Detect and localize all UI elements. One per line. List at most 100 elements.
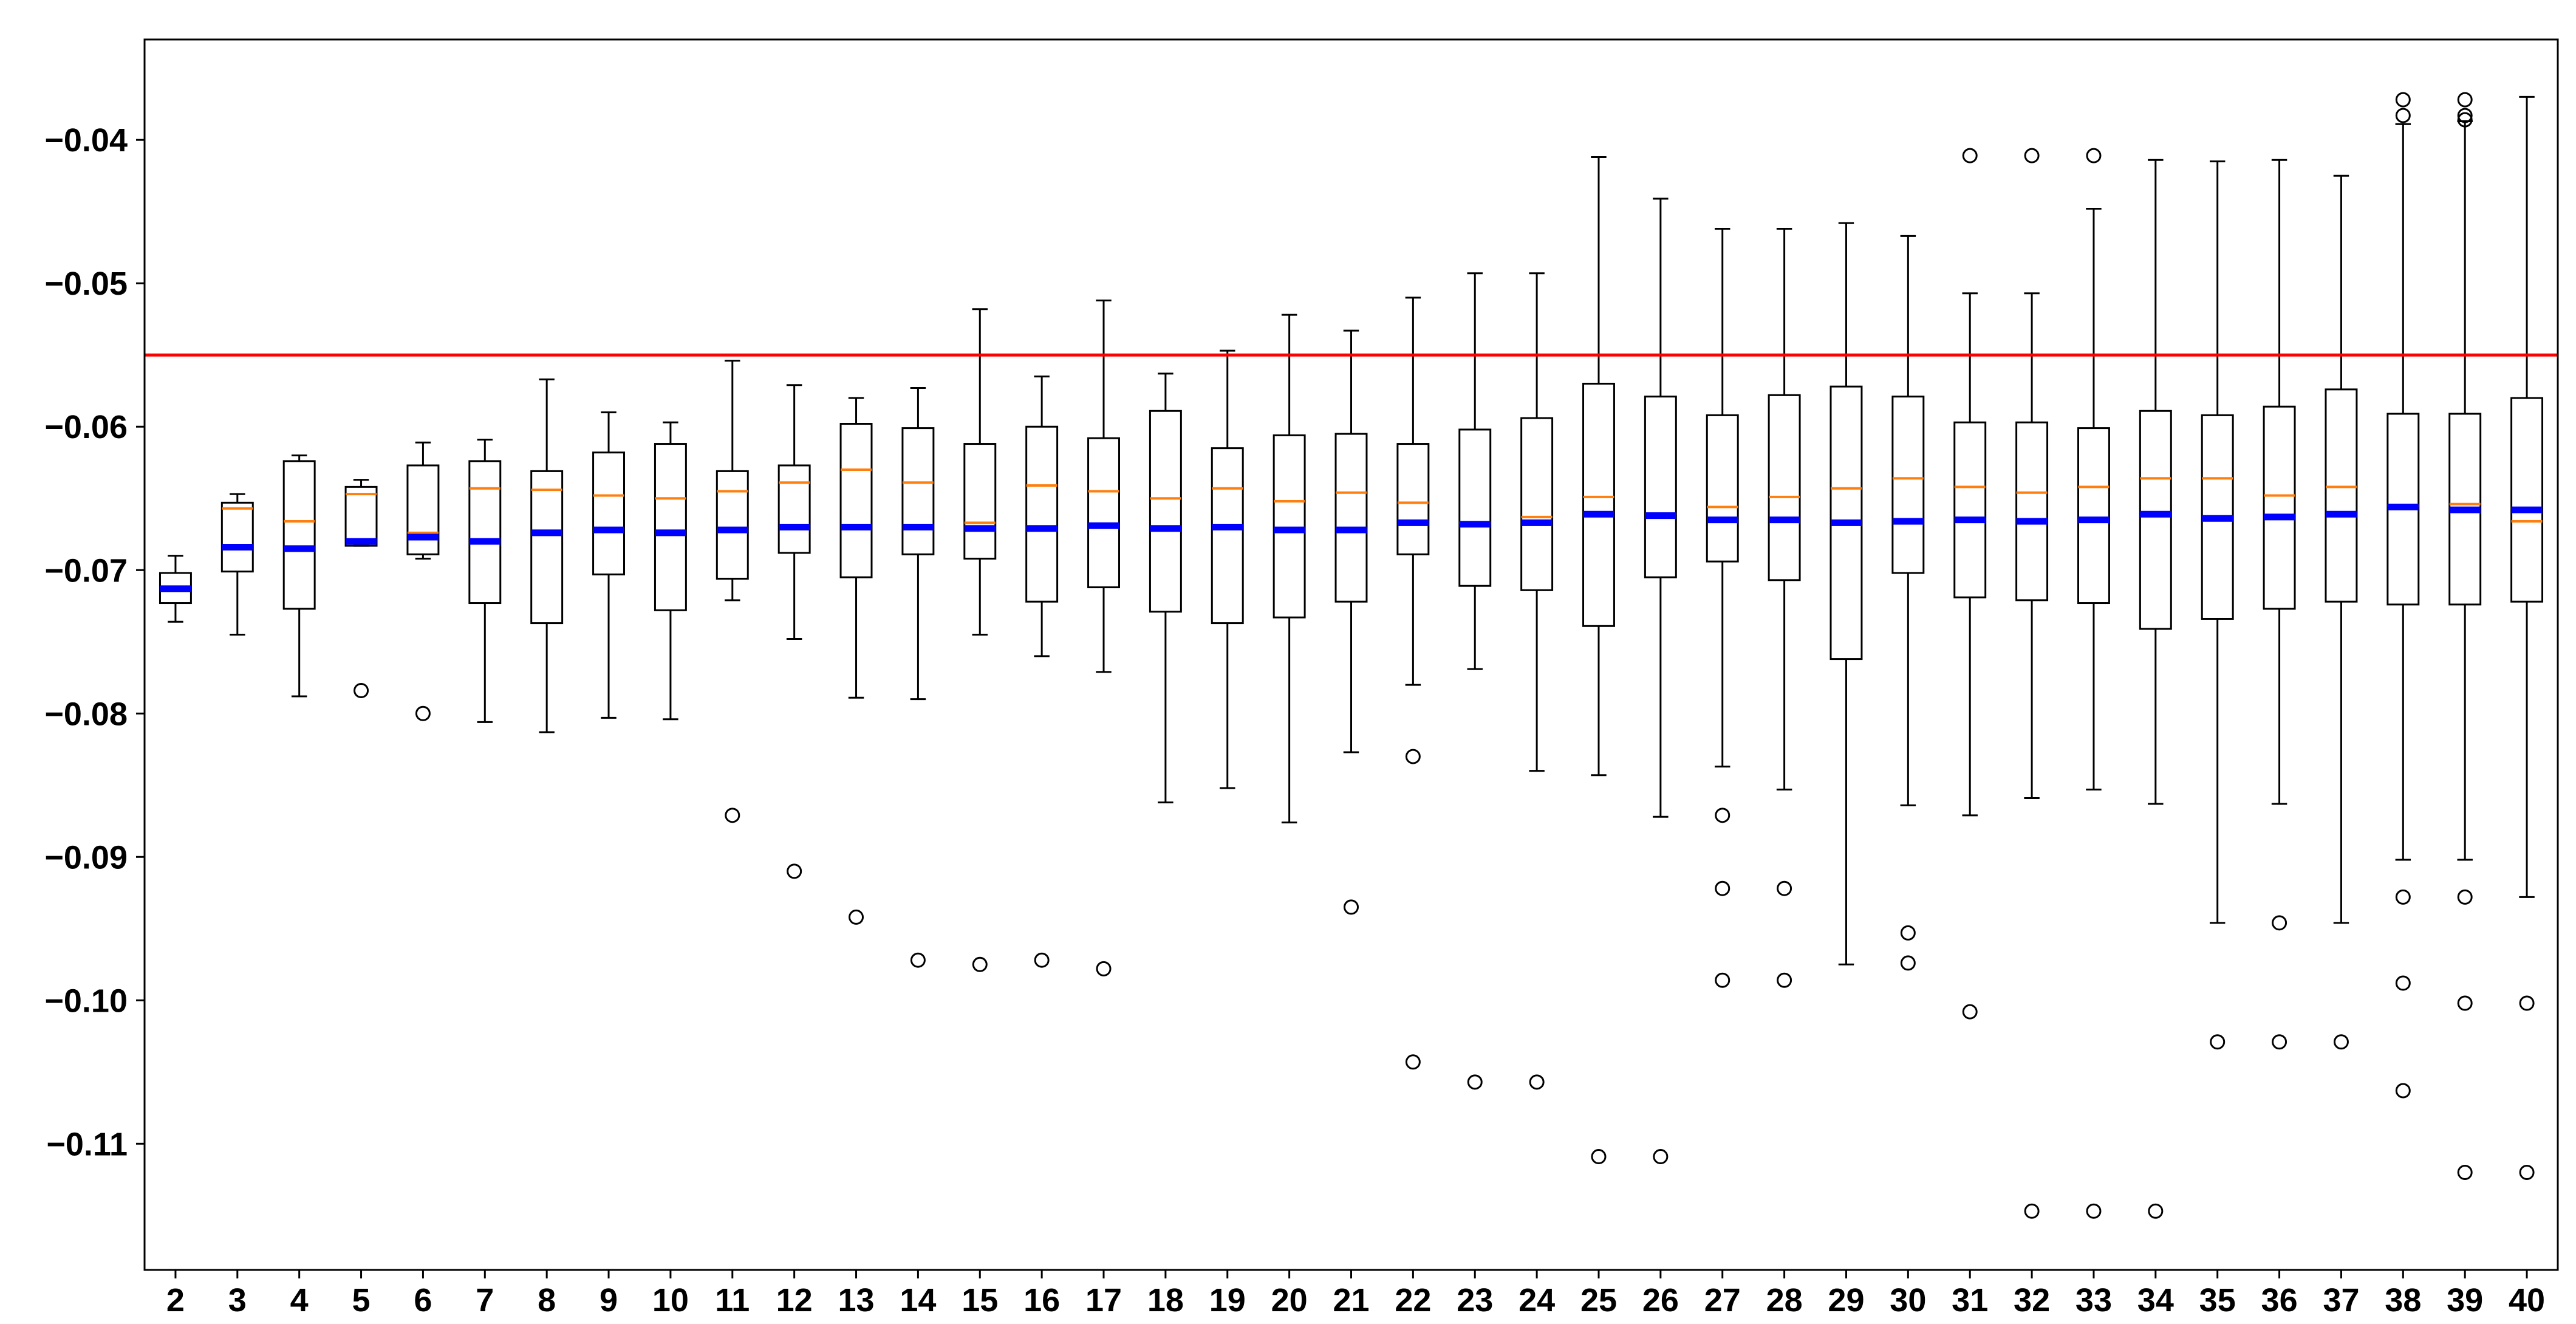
x-tick-label: 3 bbox=[228, 1282, 247, 1319]
box-33 bbox=[2077, 148, 2110, 1219]
iqr-box bbox=[1582, 382, 1615, 627]
x-axis: 2 3 4 5 6 7 8 9 10 11 12 13 14 15 16 17 18 19 20 21 22 23 24 25… bbox=[166, 1270, 2545, 1319]
outlier-point bbox=[2457, 889, 2473, 905]
y-tick-label: −0.08 bbox=[44, 696, 128, 732]
x-tick-label: 6 bbox=[414, 1282, 432, 1319]
box-32 bbox=[2015, 148, 2049, 1219]
iqr-box bbox=[901, 427, 935, 555]
x-tick-label: 30 bbox=[1890, 1282, 1926, 1319]
outlier-point bbox=[2395, 92, 2411, 108]
outlier-point bbox=[2086, 148, 2102, 163]
box-16 bbox=[1025, 376, 1059, 968]
outlier-point bbox=[2333, 1034, 2349, 1050]
iqr-box bbox=[2263, 405, 2296, 610]
outlier-point bbox=[2395, 975, 2411, 991]
iqr-box bbox=[530, 470, 564, 625]
iqr-box bbox=[1953, 421, 1987, 599]
iqr-box bbox=[1458, 428, 1492, 587]
box-19 bbox=[1211, 349, 1244, 789]
outlier-point bbox=[910, 952, 926, 968]
x-tick-label: 26 bbox=[1642, 1282, 1679, 1319]
y-tick-label: −0.07 bbox=[44, 552, 128, 589]
outlier-point bbox=[354, 683, 369, 699]
outlier-point bbox=[2024, 1203, 2040, 1219]
x-tick-label: 13 bbox=[838, 1282, 874, 1319]
x-tick-label: 7 bbox=[476, 1282, 494, 1319]
iqr-box bbox=[2077, 427, 2110, 605]
box-22 bbox=[1396, 297, 1430, 1070]
iqr-box bbox=[654, 443, 687, 611]
box-28 bbox=[1768, 228, 1801, 988]
y-tick-label: −0.11 bbox=[46, 1126, 128, 1162]
y-tick-label: −0.04 bbox=[44, 122, 128, 159]
x-tick-label: 24 bbox=[1519, 1282, 1555, 1319]
x-tick-label: 27 bbox=[1704, 1282, 1741, 1319]
outlier-point bbox=[2457, 108, 2473, 123]
x-tick-label: 18 bbox=[1147, 1282, 1184, 1319]
outlier-point bbox=[2148, 1203, 2164, 1219]
outlier-point bbox=[1715, 880, 1730, 896]
x-tick-label: 5 bbox=[352, 1282, 371, 1319]
box-24 bbox=[1520, 272, 1554, 1090]
iqr-box bbox=[2510, 397, 2544, 603]
iqr-box bbox=[1891, 396, 1925, 574]
outlier-point bbox=[725, 808, 740, 823]
x-tick-label: 23 bbox=[1457, 1282, 1493, 1319]
x-tick-label: 21 bbox=[1333, 1282, 1369, 1319]
y-tick-label: −0.09 bbox=[44, 839, 128, 876]
x-tick-label: 29 bbox=[1828, 1282, 1864, 1319]
x-tick-label: 9 bbox=[600, 1282, 618, 1319]
outlier-point bbox=[787, 863, 802, 879]
iqr-box bbox=[592, 451, 626, 575]
box-38 bbox=[2386, 92, 2420, 1099]
plot-area-frame bbox=[143, 38, 2559, 1271]
box-29 bbox=[1830, 222, 1863, 966]
x-tick-label: 4 bbox=[290, 1282, 309, 1319]
box-17 bbox=[1087, 300, 1120, 976]
outlier-point bbox=[1900, 925, 1916, 941]
x-tick-label: 31 bbox=[1952, 1282, 1988, 1319]
x-tick-label: 37 bbox=[2323, 1282, 2359, 1319]
box-18 bbox=[1149, 372, 1182, 804]
box-10 bbox=[654, 421, 687, 721]
outlier-point bbox=[2395, 889, 2411, 905]
iqr-box bbox=[344, 485, 378, 547]
x-tick-label: 20 bbox=[1271, 1282, 1308, 1319]
outlier-point bbox=[849, 909, 864, 925]
x-tick-label: 28 bbox=[1766, 1282, 1803, 1319]
outlier-point bbox=[972, 956, 988, 972]
outlier-point bbox=[2457, 112, 2473, 128]
x-tick-label: 16 bbox=[1023, 1282, 1060, 1319]
x-tick-label: 33 bbox=[2075, 1282, 2112, 1319]
box-35 bbox=[2201, 160, 2234, 1050]
iqr-box bbox=[282, 460, 316, 610]
y-axis: −0.04 −0.05 −0.06 −0.07 −0.08 −0.09 −0.10 −0.11 bbox=[44, 122, 145, 1162]
iqr-box bbox=[2015, 421, 2049, 602]
outlier-point bbox=[1962, 148, 1978, 163]
outlier-point bbox=[2395, 108, 2411, 123]
box-15 bbox=[963, 308, 997, 972]
iqr-box bbox=[1149, 410, 1182, 613]
outlier-point bbox=[2024, 148, 2040, 163]
box-34 bbox=[2139, 159, 2172, 1219]
boxes-layer bbox=[159, 92, 2544, 1219]
box-26 bbox=[1644, 197, 1677, 1165]
iqr-box bbox=[468, 460, 502, 605]
box-5 bbox=[344, 479, 378, 699]
iqr-box bbox=[839, 423, 873, 578]
box-40 bbox=[2510, 95, 2544, 1181]
outlier-point bbox=[1405, 1054, 1421, 1070]
outlier-point bbox=[1962, 1004, 1978, 1020]
iqr-box bbox=[1334, 433, 1368, 603]
box-14 bbox=[901, 387, 935, 968]
x-tick-label: 32 bbox=[2014, 1282, 2050, 1319]
iqr-box bbox=[1087, 437, 1120, 589]
outlier-point bbox=[1777, 972, 1792, 988]
x-tick-label: 17 bbox=[1085, 1282, 1122, 1319]
box-39 bbox=[2448, 92, 2482, 1181]
outlier-point bbox=[2086, 1203, 2102, 1219]
box-25 bbox=[1582, 156, 1615, 1165]
box-36 bbox=[2263, 159, 2296, 1050]
x-tick-label: 10 bbox=[652, 1282, 689, 1319]
